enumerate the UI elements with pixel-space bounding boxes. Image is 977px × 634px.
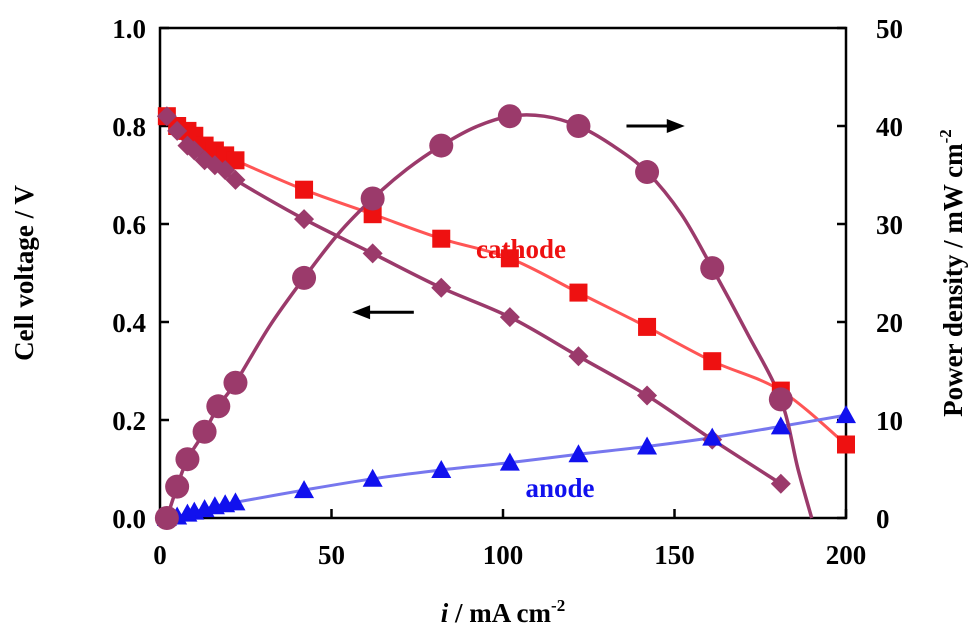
- cell-voltage-point: [499, 307, 520, 328]
- y-right-tick-label: 40: [876, 112, 903, 142]
- tick-labels: 0 50 100 150 200 0.0 0.2 0.4 0.6 0.8 1.0 0 10 20 30 40 5…: [112, 14, 903, 570]
- cathode-point: [432, 229, 451, 248]
- power-density-line: [165, 113, 814, 519]
- power-density-point: [192, 419, 217, 444]
- cell-voltage-point: [770, 473, 791, 494]
- cathode-point: [638, 317, 657, 336]
- y-right-axis-title: Power density / mW cm-2: [936, 129, 968, 417]
- cathode-point: [500, 249, 519, 268]
- series-label-anode: anode: [525, 473, 594, 503]
- y-right-tick-label: 50: [876, 14, 903, 44]
- anode-point: [836, 405, 856, 424]
- anode-point: [637, 436, 658, 455]
- power-density-point: [154, 506, 179, 530]
- x-tick-label: 50: [318, 540, 345, 570]
- y-left-tick-label: 0.4: [112, 308, 146, 338]
- series-label-cathode: cathode: [476, 234, 566, 264]
- anode-point: [431, 459, 452, 478]
- cathode-point: [569, 283, 588, 302]
- y-right-axis-title-superscript: -2: [936, 129, 955, 143]
- cathode-point: [295, 180, 314, 199]
- anode-point: [294, 480, 315, 499]
- power-density-point: [292, 265, 317, 290]
- y-right-axis-title-text: Power density / mW cm: [938, 143, 968, 417]
- x-tick-label: 150: [654, 540, 695, 570]
- y-right-tick-label: 20: [876, 308, 903, 338]
- cathode-point: [837, 435, 855, 454]
- cathode-point: [703, 352, 722, 371]
- power-density-point: [223, 370, 248, 395]
- cell-voltage-point: [156, 106, 177, 127]
- cell-voltage-point: [431, 277, 452, 298]
- annotation-arrows: [352, 119, 685, 320]
- y-left-tick-label: 0.8: [112, 112, 146, 142]
- cathode-point: [363, 205, 382, 224]
- y-left-tick-label: 0.2: [112, 406, 146, 436]
- x-tick-label: 100: [483, 540, 524, 570]
- cell-voltage-point: [637, 385, 658, 406]
- anode-point: [770, 416, 791, 435]
- y-right-tick-label: 0: [876, 504, 890, 534]
- cell-voltage-point: [184, 140, 205, 161]
- y-right-tick-label: 10: [876, 406, 903, 436]
- y-left-tick-label: 0.6: [112, 210, 146, 240]
- anode-point: [499, 452, 520, 471]
- x-axis-title-superscript: -2: [551, 596, 565, 615]
- cell-voltage-point: [215, 160, 236, 181]
- x-axis-title-text: / mA cm: [448, 598, 551, 628]
- cathode-point: [226, 151, 245, 170]
- x-tick-label: 200: [826, 540, 867, 570]
- power-density-point: [175, 447, 200, 472]
- cell-voltage-point: [225, 169, 246, 190]
- anode-point: [568, 444, 589, 463]
- power-density-point: [700, 256, 725, 281]
- series-markers: [154, 104, 856, 530]
- plot-frame: [158, 26, 848, 520]
- power-density-point: [497, 104, 522, 129]
- power-density-point: [429, 133, 454, 158]
- arrow-head: [352, 305, 371, 320]
- cell-voltage-point: [362, 243, 383, 264]
- y-left-tick-label: 1.0: [112, 14, 146, 44]
- power-density-point: [566, 114, 591, 138]
- power-density-point: [165, 474, 190, 499]
- power-density-point: [360, 186, 385, 211]
- axis-ticks: [158, 26, 848, 520]
- y-left-tick-label: 0.0: [112, 504, 146, 534]
- arrow-head: [666, 119, 685, 133]
- anode-point: [225, 492, 246, 511]
- power-density-point: [635, 160, 660, 185]
- y-right-tick-label: 30: [876, 210, 903, 240]
- y-left-axis-title: Cell voltage / V: [9, 185, 39, 361]
- power-density-point: [768, 387, 793, 412]
- power-density-point: [206, 394, 231, 419]
- cell-voltage-point: [568, 346, 589, 367]
- cell-voltage-point: [167, 120, 188, 141]
- x-tick-label: 0: [153, 540, 167, 570]
- cell-voltage-point: [294, 209, 315, 230]
- arrow-right: [626, 119, 685, 133]
- x-axis-title: i / mA cm-2: [441, 596, 565, 628]
- arrow-left: [352, 305, 414, 320]
- x-axis-title-symbol: i: [441, 598, 449, 628]
- cathode-line: [165, 115, 847, 446]
- anode-point: [702, 427, 723, 446]
- anode-point: [362, 468, 383, 487]
